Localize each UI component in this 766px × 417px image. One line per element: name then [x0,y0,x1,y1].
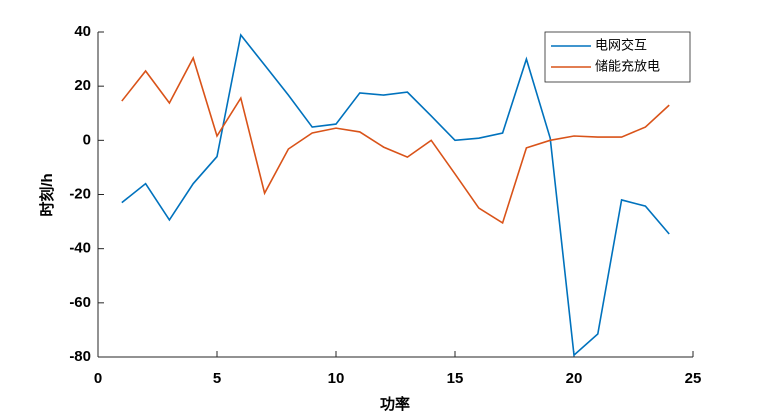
y-tick-label: 0 [83,131,91,148]
y-tick-label: -20 [69,185,91,202]
x-axis-label: 功率 [380,395,410,413]
x-tick-label: 0 [94,370,102,387]
x-tick-label: 15 [447,370,464,387]
legend-label: 储能充放电 [595,58,660,73]
data-line [121,33,670,357]
y-axis-label: 时刻/h [38,173,56,216]
y-tick-label: -60 [69,294,91,311]
x-tick-label: 20 [566,370,583,387]
y-tick-label: 40 [74,23,91,40]
data-line [121,55,670,225]
x-tick-label: 25 [685,370,702,387]
x-tick-label: 5 [213,370,221,387]
y-tick-label: 20 [74,77,91,94]
y-tick-label: -80 [69,348,91,365]
y-tick-label: -40 [69,240,91,257]
legend-box [544,31,691,83]
legend-label: 电网交互 [595,37,647,52]
x-tick-label: 10 [328,370,345,387]
